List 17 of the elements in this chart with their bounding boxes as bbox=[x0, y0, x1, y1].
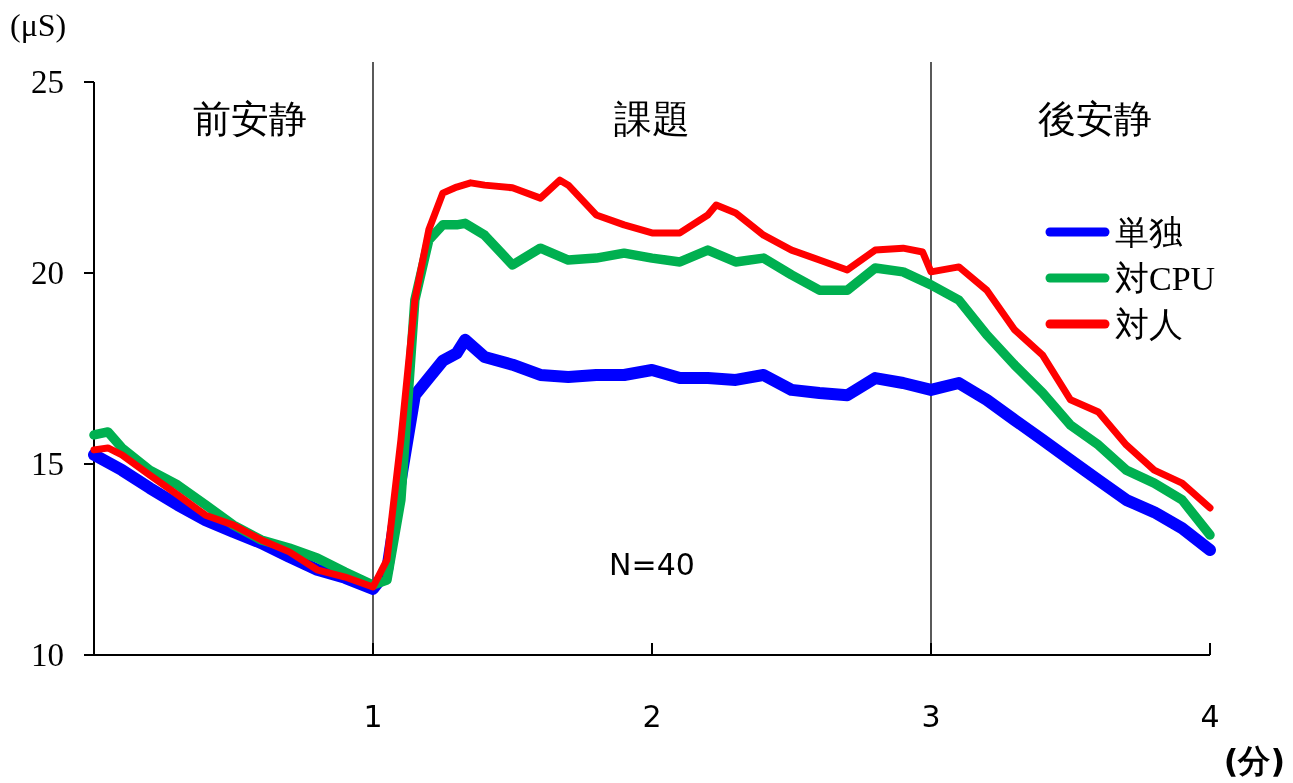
annotation: N=40 bbox=[609, 547, 695, 582]
legend-label: 対人 bbox=[1115, 306, 1183, 343]
x-tick-label: 3 bbox=[921, 699, 941, 734]
legend-label: 対CPU bbox=[1115, 260, 1216, 297]
y-tick-label: 10 bbox=[31, 637, 64, 673]
y-tick-label: 15 bbox=[31, 446, 64, 482]
y-tick-label: 25 bbox=[31, 64, 64, 100]
x-tick-label: 4 bbox=[1200, 699, 1220, 734]
legend-label: 単独 bbox=[1115, 214, 1183, 251]
annotation: 前安静 bbox=[193, 97, 307, 141]
x-tick-label: 2 bbox=[642, 699, 662, 734]
y-tick-label: 20 bbox=[31, 255, 64, 291]
x-tick-label: 1 bbox=[363, 699, 383, 734]
x-axis-title: (分) bbox=[1223, 742, 1285, 780]
y-axis-title: (μS) bbox=[10, 7, 67, 43]
annotation: 後安静 bbox=[1038, 97, 1152, 141]
annotation: 課題 bbox=[614, 97, 690, 141]
